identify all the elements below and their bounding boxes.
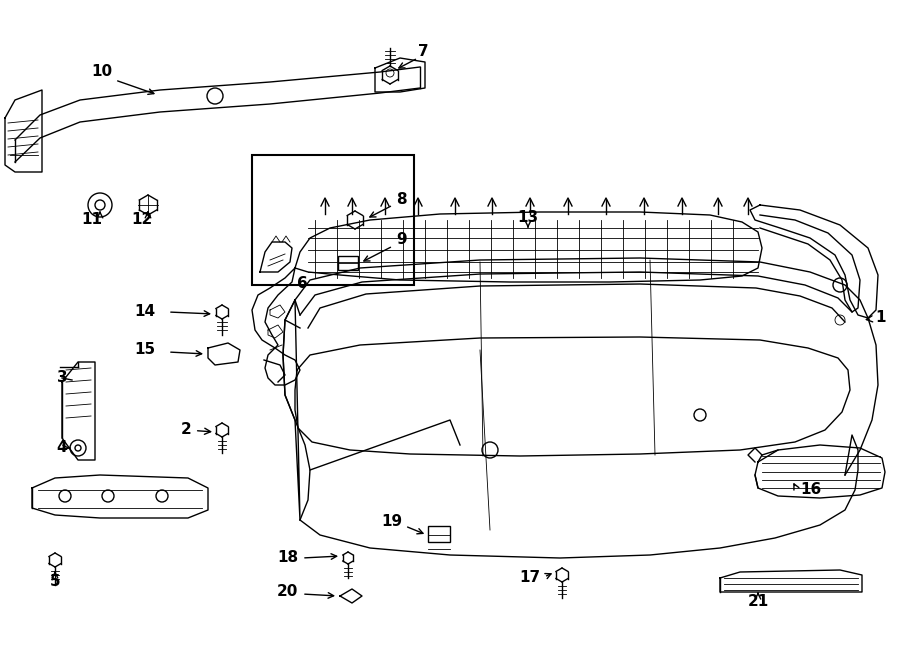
Text: 4: 4 bbox=[57, 440, 68, 455]
Text: 3: 3 bbox=[57, 371, 68, 385]
Text: 2: 2 bbox=[181, 422, 211, 438]
Text: 21: 21 bbox=[747, 594, 769, 610]
Text: 20: 20 bbox=[276, 585, 298, 600]
Text: 13: 13 bbox=[518, 211, 538, 226]
Text: 8: 8 bbox=[396, 193, 407, 207]
Text: 16: 16 bbox=[800, 483, 821, 498]
Text: 14: 14 bbox=[134, 305, 155, 320]
Text: 19: 19 bbox=[381, 514, 402, 530]
Text: 1: 1 bbox=[867, 310, 886, 326]
Bar bbox=[252, 155, 414, 285]
Text: 7: 7 bbox=[418, 44, 428, 60]
Bar bbox=[338, 256, 358, 270]
Text: 15: 15 bbox=[134, 342, 155, 357]
Text: 17: 17 bbox=[519, 571, 540, 585]
Text: 11: 11 bbox=[82, 213, 103, 228]
Text: 5: 5 bbox=[50, 575, 60, 589]
Text: 6: 6 bbox=[297, 277, 308, 291]
Text: 12: 12 bbox=[131, 213, 153, 228]
Bar bbox=[428, 526, 450, 542]
Text: 10: 10 bbox=[92, 64, 112, 79]
Text: 9: 9 bbox=[396, 232, 407, 248]
Text: 18: 18 bbox=[277, 551, 298, 565]
